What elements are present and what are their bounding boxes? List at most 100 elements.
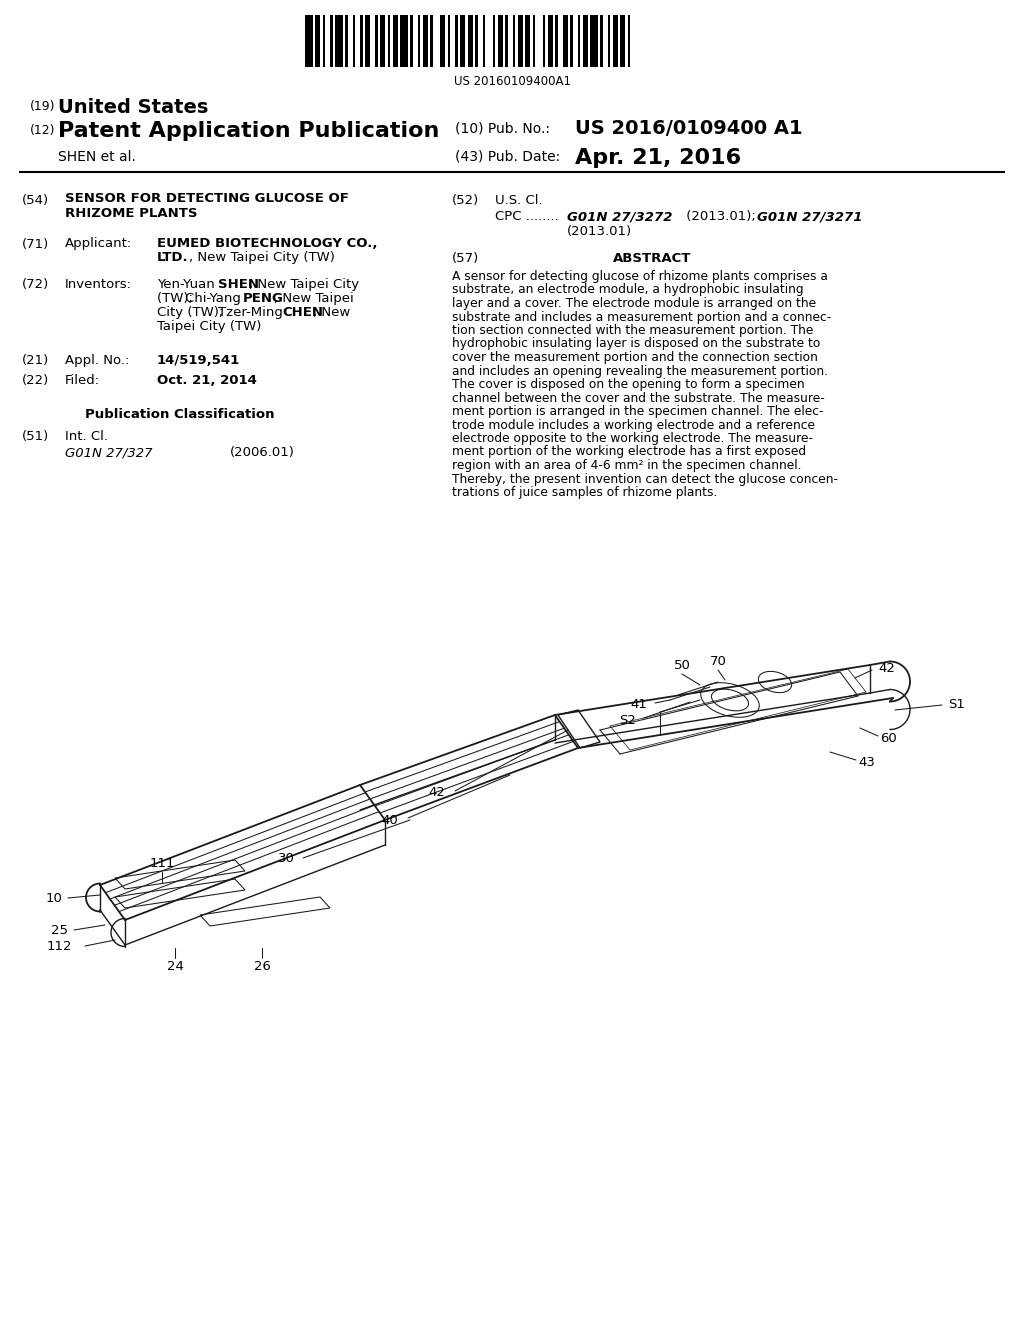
Text: , New: , New — [313, 306, 350, 319]
Bar — [410, 15, 413, 67]
Text: substrate, an electrode module, a hydrophobic insulating: substrate, an electrode module, a hydrop… — [452, 284, 804, 297]
Bar — [628, 15, 630, 67]
Text: G01N 27/3272: G01N 27/3272 — [567, 210, 673, 223]
Bar — [455, 15, 458, 67]
Text: trode module includes a working electrode and a reference: trode module includes a working electrod… — [452, 418, 815, 432]
Text: (2013.01): (2013.01) — [567, 224, 632, 238]
Bar — [607, 15, 610, 67]
Bar — [548, 15, 553, 67]
Text: (2013.01);: (2013.01); — [682, 210, 756, 223]
Text: Chi-Yang: Chi-Yang — [185, 292, 245, 305]
Text: 70: 70 — [710, 655, 726, 668]
Text: ABSTRACT: ABSTRACT — [612, 252, 691, 265]
Text: cover the measurement portion and the connection section: cover the measurement portion and the co… — [452, 351, 818, 364]
Bar — [498, 15, 503, 67]
Bar — [440, 15, 445, 67]
Text: Int. Cl.: Int. Cl. — [65, 430, 108, 444]
Text: 50: 50 — [674, 659, 690, 672]
Text: (54): (54) — [22, 194, 49, 207]
Bar — [335, 15, 342, 67]
Bar — [345, 15, 347, 67]
Text: (57): (57) — [452, 252, 479, 265]
Bar — [352, 15, 355, 67]
Text: 42: 42 — [878, 661, 895, 675]
Text: PENG: PENG — [243, 292, 284, 305]
Text: 112: 112 — [46, 940, 72, 953]
Text: hydrophobic insulating layer is disposed on the substrate to: hydrophobic insulating layer is disposed… — [452, 338, 820, 351]
Bar — [620, 15, 625, 67]
Text: layer and a cover. The electrode module is arranged on the: layer and a cover. The electrode module … — [452, 297, 816, 310]
Bar — [570, 15, 572, 67]
Bar — [418, 15, 420, 67]
Bar — [447, 15, 450, 67]
Bar — [305, 15, 312, 67]
Text: 41: 41 — [630, 697, 647, 710]
Text: G01N 27/327: G01N 27/327 — [65, 446, 153, 459]
Text: 42: 42 — [428, 787, 445, 800]
Bar — [578, 15, 580, 67]
Text: (19): (19) — [30, 100, 55, 114]
Bar — [400, 15, 408, 67]
Bar — [475, 15, 477, 67]
Text: United States: United States — [58, 98, 208, 117]
Text: 14/519,541: 14/519,541 — [157, 354, 241, 367]
Text: The cover is disposed on the opening to form a specimen: The cover is disposed on the opening to … — [452, 378, 805, 391]
Text: 43: 43 — [858, 755, 874, 768]
Bar — [392, 15, 397, 67]
Bar — [612, 15, 617, 67]
Bar — [315, 15, 319, 67]
Text: G01N 27/3271: G01N 27/3271 — [757, 210, 862, 223]
Text: (10) Pub. No.:: (10) Pub. No.: — [455, 121, 550, 135]
Text: Inventors:: Inventors: — [65, 279, 132, 290]
Text: , New Taipei City: , New Taipei City — [249, 279, 359, 290]
Text: US 2016/0109400 A1: US 2016/0109400 A1 — [575, 119, 803, 139]
Text: Publication Classification: Publication Classification — [85, 408, 274, 421]
Bar — [365, 15, 370, 67]
Bar — [375, 15, 378, 67]
Bar — [555, 15, 557, 67]
Bar — [505, 15, 508, 67]
Text: Patent Application Publication: Patent Application Publication — [58, 121, 439, 141]
Text: ment portion of the working electrode has a first exposed: ment portion of the working electrode ha… — [452, 446, 806, 458]
Text: A sensor for detecting glucose of rhizome plants comprises a: A sensor for detecting glucose of rhizom… — [452, 271, 827, 282]
Bar — [532, 15, 535, 67]
Text: 25: 25 — [51, 924, 68, 936]
Text: 24: 24 — [167, 960, 183, 973]
Text: region with an area of 4-6 mm² in the specimen channel.: region with an area of 4-6 mm² in the sp… — [452, 459, 802, 473]
Text: Yen-Yuan: Yen-Yuan — [157, 279, 219, 290]
Text: Tzer-Ming: Tzer-Ming — [218, 306, 287, 319]
Text: , New Taipei City (TW): , New Taipei City (TW) — [189, 251, 335, 264]
Text: electrode opposite to the working electrode. The measure-: electrode opposite to the working electr… — [452, 432, 813, 445]
Text: tion section connected with the measurement portion. The: tion section connected with the measurem… — [452, 323, 813, 337]
Text: (52): (52) — [452, 194, 479, 207]
Text: LTD.: LTD. — [157, 251, 188, 264]
Text: (22): (22) — [22, 374, 49, 387]
Text: Applicant:: Applicant: — [65, 238, 132, 249]
Text: 30: 30 — [279, 851, 295, 865]
Bar — [468, 15, 472, 67]
Text: City (TW);: City (TW); — [157, 306, 227, 319]
Text: SHEN et al.: SHEN et al. — [58, 150, 136, 164]
Text: SENSOR FOR DETECTING GLUCOSE OF: SENSOR FOR DETECTING GLUCOSE OF — [65, 191, 349, 205]
Text: (43) Pub. Date:: (43) Pub. Date: — [455, 150, 560, 164]
Text: U.S. Cl.: U.S. Cl. — [495, 194, 543, 207]
Bar — [600, 15, 602, 67]
Text: 26: 26 — [254, 960, 270, 973]
Text: , New Taipei: , New Taipei — [274, 292, 353, 305]
Text: US 20160109400A1: US 20160109400A1 — [454, 75, 570, 88]
Bar — [493, 15, 495, 67]
Text: channel between the cover and the substrate. The measure-: channel between the cover and the substr… — [452, 392, 824, 404]
Text: RHIZOME PLANTS: RHIZOME PLANTS — [65, 207, 198, 220]
Text: CPC ........: CPC ........ — [495, 210, 559, 223]
Text: Taipei City (TW): Taipei City (TW) — [157, 319, 261, 333]
Bar — [387, 15, 390, 67]
Bar — [543, 15, 545, 67]
Bar — [512, 15, 515, 67]
Text: CHEN: CHEN — [282, 306, 323, 319]
Text: (21): (21) — [22, 354, 49, 367]
Text: 10: 10 — [45, 891, 62, 904]
Bar — [562, 15, 567, 67]
Text: Thereby, the present invention can detect the glucose concen-: Thereby, the present invention can detec… — [452, 473, 838, 486]
Text: S2: S2 — [620, 714, 636, 726]
Text: (72): (72) — [22, 279, 49, 290]
